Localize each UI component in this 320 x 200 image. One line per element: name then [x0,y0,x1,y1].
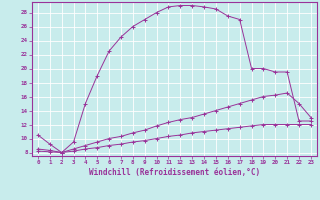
X-axis label: Windchill (Refroidissement éolien,°C): Windchill (Refroidissement éolien,°C) [89,168,260,177]
